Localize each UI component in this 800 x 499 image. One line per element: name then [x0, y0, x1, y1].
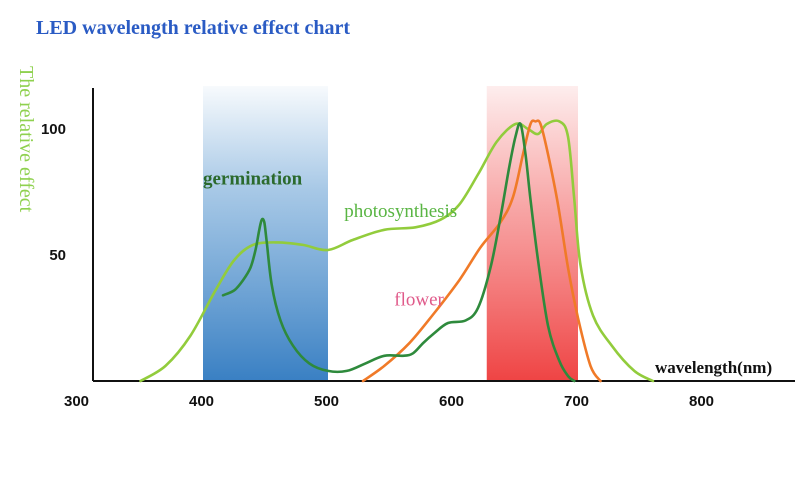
germination-label: germination — [203, 168, 303, 189]
flower-line — [361, 119, 602, 383]
photosynthesis-line — [139, 119, 655, 383]
germination-line — [221, 122, 576, 383]
x-tick-label: 800 — [689, 393, 714, 410]
y-tick-label: 50 — [49, 247, 66, 264]
x-tick-label: 400 — [189, 393, 214, 410]
x-tick-label: 500 — [314, 393, 339, 410]
chart-title: LED wavelength relative effect chart — [36, 17, 350, 39]
x-tick-label: 600 — [439, 393, 464, 410]
x-tick-label: 300 — [64, 393, 89, 410]
x-tick-label: 700 — [564, 393, 589, 410]
x-axis-label: wavelength(nm) — [655, 358, 772, 377]
y-tick-label: 100 — [41, 121, 66, 138]
flower-label: flower — [394, 289, 444, 310]
series-lines: photosynthesis flower germination — [139, 119, 655, 383]
y-axis-label: The relative effect — [15, 66, 37, 213]
axis-ticks: 300 400 500 600 700 800 100 50 — [41, 121, 714, 410]
photosynthesis-label: photosynthesis — [344, 201, 457, 222]
